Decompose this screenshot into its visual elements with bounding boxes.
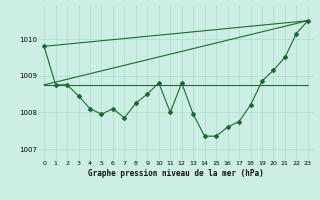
- X-axis label: Graphe pression niveau de la mer (hPa): Graphe pression niveau de la mer (hPa): [88, 169, 264, 178]
